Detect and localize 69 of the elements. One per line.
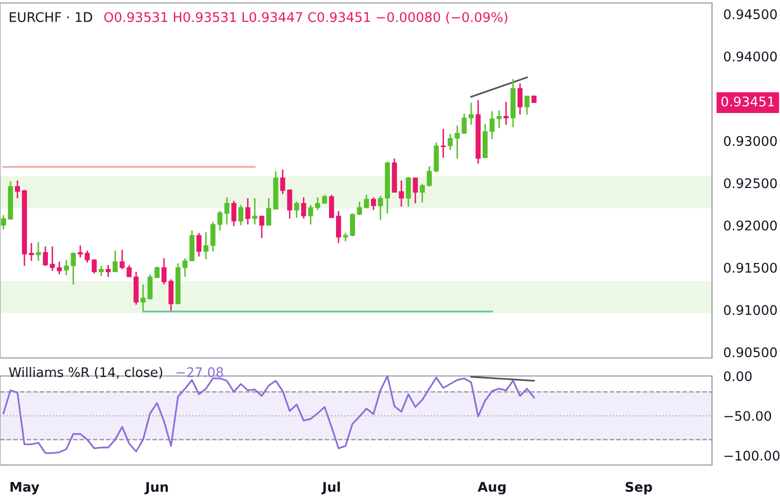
x-tick-label: Aug bbox=[478, 482, 506, 494]
candlestick bbox=[315, 196, 320, 211]
candlestick bbox=[524, 95, 530, 116]
candlestick bbox=[182, 258, 188, 278]
text: 0.93451 bbox=[721, 96, 774, 106]
candlestick bbox=[196, 232, 202, 258]
candlestick bbox=[496, 110, 502, 129]
y-tick-label: 0.91000 bbox=[724, 305, 777, 316]
candlestick bbox=[120, 249, 125, 270]
y-tick-label: 0.00 bbox=[724, 371, 752, 382]
y-tick-label: −100.00 bbox=[724, 450, 780, 461]
y-tick-label: 0.93000 bbox=[724, 136, 777, 146]
candlestick bbox=[36, 242, 41, 262]
annotation: −27.08 bbox=[176, 367, 224, 378]
candlestick bbox=[294, 200, 300, 218]
candlestick bbox=[42, 246, 48, 267]
candlestick bbox=[28, 242, 34, 262]
y-tick-label: 0.94500 bbox=[724, 9, 777, 20]
candlestick bbox=[370, 196, 376, 211]
y-tick-label: −50.00 bbox=[724, 410, 772, 421]
y-tick-label: 0.92500 bbox=[724, 178, 777, 188]
candlestick bbox=[112, 250, 118, 272]
candlestick bbox=[106, 264, 111, 278]
candlestick bbox=[398, 180, 404, 208]
candlestick bbox=[14, 180, 20, 199]
candlestick bbox=[301, 196, 306, 220]
candlestick bbox=[406, 176, 411, 208]
candlestick bbox=[154, 266, 160, 278]
candlestick bbox=[238, 204, 244, 226]
chart-title: Williams %R (14, close) bbox=[8, 366, 162, 379]
candlestick bbox=[329, 194, 334, 218]
candlestick bbox=[504, 101, 509, 126]
x-tick-label: Sep bbox=[626, 482, 652, 494]
text: EURCHF · 1D bbox=[10, 12, 92, 22]
candlestick bbox=[412, 177, 418, 204]
candlestick bbox=[252, 198, 258, 226]
x-tick-label: Jun bbox=[144, 482, 168, 494]
candlestick bbox=[162, 258, 167, 286]
candlestick bbox=[126, 264, 132, 278]
candlestick bbox=[0, 214, 6, 230]
candlestick bbox=[210, 221, 216, 252]
candlestick bbox=[440, 128, 446, 158]
candlestick bbox=[224, 196, 230, 226]
candlestick bbox=[140, 284, 146, 312]
candlestick bbox=[518, 82, 523, 116]
text: O0.93531 H0.93531 L0.93447 C0.93451 −0.00080 (−0.09%) bbox=[104, 12, 508, 24]
y-tick-label: 0.94000 bbox=[724, 51, 777, 62]
candlestick bbox=[98, 265, 104, 277]
y-tick-label: 0.90500 bbox=[724, 347, 777, 358]
candlestick bbox=[50, 246, 55, 272]
candlestick bbox=[203, 231, 208, 260]
candlestick bbox=[490, 110, 495, 140]
candlestick bbox=[259, 215, 264, 239]
candlestick bbox=[308, 204, 314, 226]
y-tick-label: 0.91500 bbox=[724, 262, 777, 273]
y-tick-label: 0.92000 bbox=[724, 220, 777, 230]
candlestick bbox=[245, 198, 250, 226]
candlestick bbox=[231, 200, 236, 227]
candlestick bbox=[356, 200, 362, 216]
candlestick bbox=[364, 194, 369, 210]
x-tick-label: May bbox=[10, 482, 40, 494]
candlestick bbox=[148, 274, 153, 300]
candlestick bbox=[56, 260, 62, 276]
x-tick-label: Jul bbox=[321, 482, 340, 494]
candlestick bbox=[336, 210, 342, 244]
candlestick bbox=[217, 210, 222, 232]
candlestick bbox=[350, 212, 356, 237]
candlestick bbox=[378, 195, 383, 221]
candlestick bbox=[168, 278, 174, 312]
